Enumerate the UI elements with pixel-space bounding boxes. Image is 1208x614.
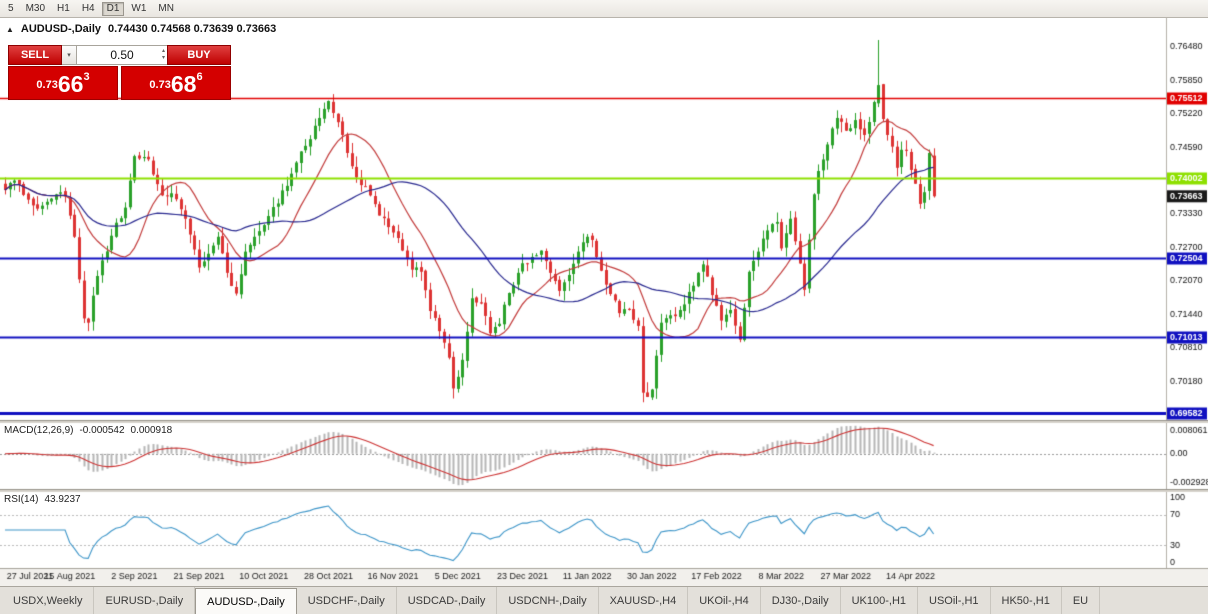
symbol-tab-xauusd[interactable]: XAUUSD-,H4 xyxy=(599,587,689,614)
buy-price-pip: 6 xyxy=(196,71,203,83)
rsi-label: RSI(14) 43.9237 xyxy=(4,494,81,505)
symbol-tab-bar: USDX,Weekly EURUSD-,Daily AUDUSD-,Daily … xyxy=(0,586,1208,614)
timeframe-button-5[interactable]: 5 xyxy=(3,2,19,16)
symbol-tab-usdx[interactable]: USDX,Weekly xyxy=(2,587,95,614)
timeframe-button-d1[interactable]: D1 xyxy=(101,1,125,16)
volume-value[interactable]: 0.50 xyxy=(110,48,134,62)
price-chart-canvas[interactable] xyxy=(0,18,1208,586)
timeframe-button-m30[interactable]: M30 xyxy=(21,2,50,16)
volume-spinner: ▴ ▾ xyxy=(162,48,165,62)
chart-ohlc-values: 0.74430 0.74568 0.73639 0.73663 xyxy=(108,23,277,35)
macd-value-main: -0.000542 xyxy=(79,425,125,436)
macd-title: MACD(12,26,9) xyxy=(4,425,74,436)
symbol-tab-usdchf[interactable]: USDCHF-,Daily xyxy=(297,587,397,614)
timeframe-button-h1[interactable]: H1 xyxy=(52,2,75,16)
symbol-tab-dj30[interactable]: DJ30-,Daily xyxy=(761,587,841,614)
symbol-tab-usdcad[interactable]: USDCAD-,Daily xyxy=(397,587,498,614)
symbol-tab-usdcnh[interactable]: USDCNH-,Daily xyxy=(497,587,599,614)
one-click-trading-panel: SELL ▾ 0.50 ▴ ▾ BUY 0.73 66 3 0.73 68 6 xyxy=(8,45,231,100)
symbol-tab-eu[interactable]: EU xyxy=(1062,587,1101,614)
symbol-tab-eurusd[interactable]: EURUSD-,Daily xyxy=(94,587,196,614)
rsi-value: 43.9237 xyxy=(44,494,81,505)
buy-price-prefix: 0.73 xyxy=(149,79,171,91)
symbol-tab-ukoil[interactable]: UKOil-,H4 xyxy=(688,587,761,614)
sell-button[interactable]: SELL xyxy=(8,45,62,65)
chart-title: ▲ AUDUSD-,Daily 0.74430 0.74568 0.73639 … xyxy=(6,23,276,35)
one-click-price-row: 0.73 66 3 0.73 68 6 xyxy=(8,66,231,100)
timeframe-button-mn[interactable]: MN xyxy=(153,2,179,16)
rsi-title: RSI(14) xyxy=(4,494,39,505)
sell-price-button[interactable]: 0.73 66 3 xyxy=(8,66,118,100)
one-click-top-row: SELL ▾ 0.50 ▴ ▾ BUY xyxy=(8,45,231,65)
volume-spinner-up-icon[interactable]: ▴ xyxy=(161,48,165,54)
buy-button[interactable]: BUY xyxy=(167,45,231,65)
chart-area: ▲ AUDUSD-,Daily 0.74430 0.74568 0.73639 … xyxy=(0,18,1208,586)
macd-label: MACD(12,26,9) -0.000542 0.000918 xyxy=(4,425,172,436)
symbol-tab-usoil[interactable]: USOil-,H1 xyxy=(918,587,991,614)
timeframe-button-h4[interactable]: H4 xyxy=(77,2,100,16)
symbol-tab-uk100[interactable]: UK100-,H1 xyxy=(841,587,919,614)
volume-dropdown-button[interactable]: ▾ xyxy=(62,45,77,65)
sell-price-big: 66 xyxy=(57,71,84,97)
timeframe-toolbar: 5 M30 H1 H4 D1 W1 MN xyxy=(0,0,1208,18)
one-click-collapse-button[interactable]: ▲ xyxy=(6,24,14,34)
timeframe-button-w1[interactable]: W1 xyxy=(126,2,151,16)
volume-field[interactable]: 0.50 ▴ ▾ xyxy=(77,45,167,65)
sell-price-pip: 3 xyxy=(83,71,90,83)
volume-spinner-down-icon[interactable]: ▾ xyxy=(161,55,165,61)
symbol-tab-audusd[interactable]: AUDUSD-,Daily xyxy=(195,588,297,614)
symbol-tab-hk50[interactable]: HK50-,H1 xyxy=(991,587,1062,614)
buy-price-button[interactable]: 0.73 68 6 xyxy=(121,66,231,100)
chart-symbol-label: AUDUSD-,Daily xyxy=(20,23,101,35)
sell-price-prefix: 0.73 xyxy=(36,79,58,91)
macd-value-signal: 0.000918 xyxy=(130,425,173,436)
buy-price-big: 68 xyxy=(170,71,197,97)
